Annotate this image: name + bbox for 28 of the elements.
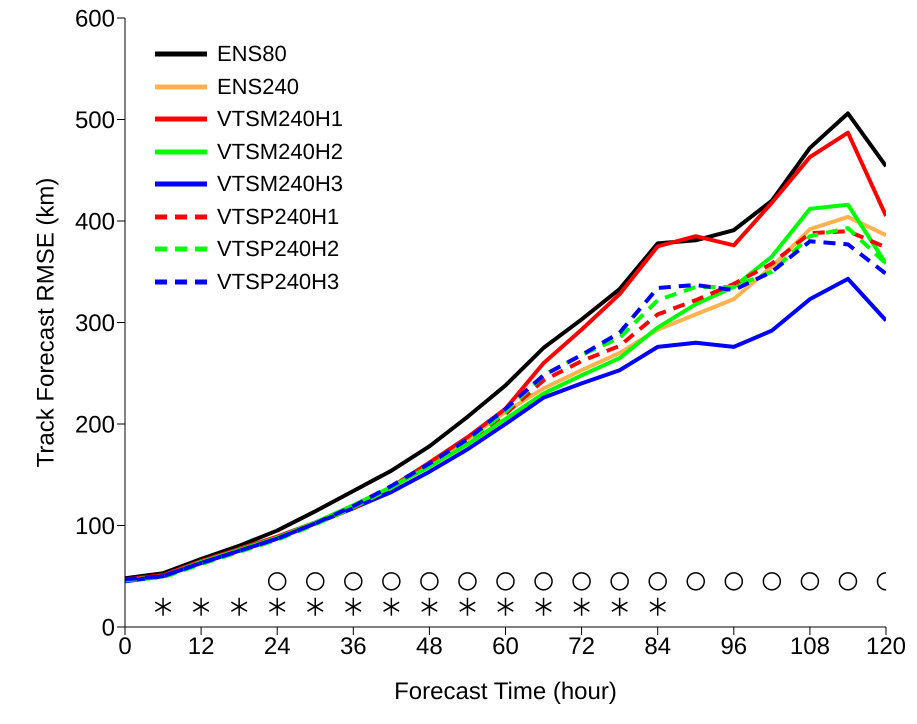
legend-label: VTSM240H1 [217,105,343,133]
y-tick-label: 400 [74,208,115,236]
x-tick-label: 84 [644,633,672,660]
x-tick-label: 48 [416,633,443,660]
x-tick-label: 60 [492,633,519,660]
legend-label: ENS240 [217,72,299,100]
legend-label: VTSP240H2 [217,235,340,263]
y-tick-label: 300 [74,310,115,338]
x-tick-label: 96 [720,633,748,660]
legend-label: ENS80 [217,40,287,68]
legend-label: VTSM240H2 [217,138,343,166]
x-axis-title: Forecast Time (hour) [394,678,617,705]
y-tick-label: 100 [74,513,115,540]
legend-label: VTSM240H3 [217,170,343,198]
y-tick-label: 0 [102,614,115,642]
y-tick-label: 600 [74,6,115,33]
y-tick-label: 500 [74,107,115,134]
x-tick-label: 36 [340,633,367,660]
x-tick-label: 108 [790,633,830,660]
legend-label: VTSP240H1 [217,202,340,230]
y-axis-title: Track Forecast RMSE (km) [32,178,60,468]
x-tick-label: 12 [188,633,214,660]
x-tick-label: 24 [264,633,291,660]
x-tick-label: 0 [118,633,132,660]
x-tick-label: 72 [568,633,595,660]
legend-label: VTSP240H3 [217,268,340,296]
x-tick-label: 120 [866,633,906,660]
y-tick-label: 200 [74,412,115,439]
